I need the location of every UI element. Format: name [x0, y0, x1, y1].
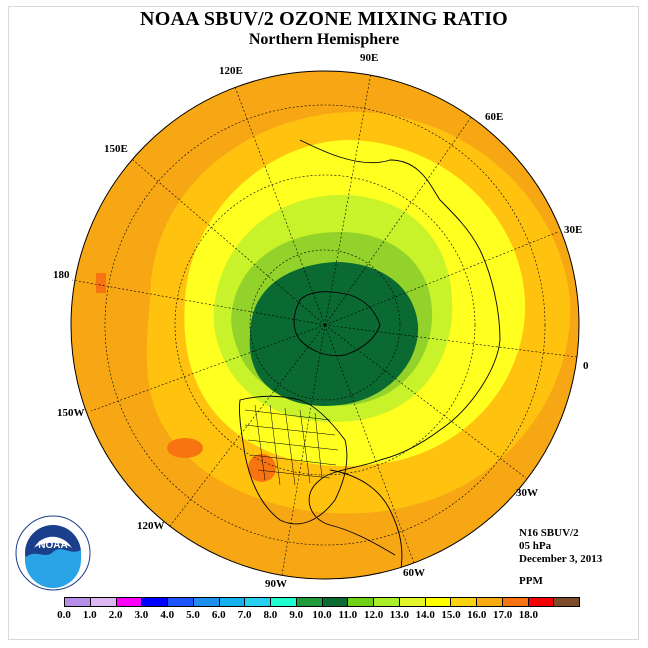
map-boundary [70, 70, 580, 580]
ozone-field [71, 71, 579, 579]
coastlines [239, 139, 501, 576]
colorbar-tick-label: 11.0 [338, 609, 358, 621]
lon-label-90w: 90W [265, 578, 287, 590]
colorbar-tick-label: 1.0 [82, 609, 97, 621]
colorbar-swatch [528, 598, 555, 606]
colorbar-tick-label: 2.0 [108, 609, 123, 621]
colorbar-tick-label: 12.0 [363, 609, 384, 621]
colorbar-swatch [502, 598, 529, 606]
colorbar-swatch [90, 598, 117, 606]
hotspot-pacific [167, 438, 203, 458]
lon-label-150w: 150W [57, 407, 85, 419]
instrument-label: N16 SBUV/2 [519, 527, 579, 539]
lon-label-30w: 30W [516, 487, 538, 499]
lon-label-90e: 90E [360, 52, 378, 64]
colorbar-swatch [65, 598, 91, 606]
colorbar-swatch [348, 598, 374, 606]
colorbar-tick-label: 18.0 [518, 609, 539, 621]
colorbar-tick-label: 13.0 [389, 609, 410, 621]
colorbar-tick-label: 17.0 [492, 609, 513, 621]
lon-label-60w: 60W [403, 567, 425, 579]
us-grid [244, 404, 339, 486]
hotspot-dateline [96, 273, 106, 293]
pressure-label: 05 hPa [519, 540, 552, 552]
map-subtitle: Northern Hemisphere [248, 31, 400, 48]
colorbar-swatch [296, 598, 323, 606]
colorbar-swatch [271, 598, 297, 606]
lon-label-0: 0 [583, 360, 589, 372]
colorbar-swatch [554, 598, 579, 606]
colorbar-tick-label: 7.0 [237, 609, 252, 621]
colorbar-swatch [322, 598, 349, 606]
north-america-coast [239, 395, 348, 525]
colorbar-tick-label: 10.0 [312, 609, 332, 621]
map-title: NOAA SBUV/2 OZONE MIXING RATIO [140, 8, 508, 30]
colorbar-tick-label: 3.0 [134, 609, 149, 621]
hotspot-mexico [248, 454, 276, 482]
colorbar-swatch [168, 598, 194, 606]
central-america-coast [329, 469, 403, 576]
colorbar-tick-label: 5.0 [186, 609, 200, 621]
lon-label-180: 180 [53, 269, 70, 281]
colorbar-swatch [451, 598, 477, 606]
graticule [71, 72, 578, 576]
figure-frame [8, 6, 639, 640]
band-10 [249, 262, 419, 406]
colorbar-swatch [477, 598, 503, 606]
arctic-coast [293, 291, 381, 357]
svg-text:NOAA: NOAA [38, 540, 67, 551]
colorbar-tick-label: 15.0 [441, 609, 461, 621]
lon-label-120e: 120E [219, 65, 243, 77]
units-label: PPM [519, 575, 543, 587]
colorbar-tick-label: 4.0 [160, 609, 175, 621]
colorbar-swatch [142, 598, 168, 606]
colorbar-tick-label: 8.0 [263, 609, 278, 621]
colorbar-tick-label: 9.0 [289, 609, 304, 621]
lon-label-120w: 120W [137, 520, 165, 532]
date-label: December 3, 2013 [519, 553, 603, 565]
noaa-logo: NOAA [15, 515, 91, 591]
colorbar-swatch [219, 598, 246, 606]
lon-label-150e: 150E [104, 143, 128, 155]
colorbar-swatch [193, 598, 220, 606]
colorbar-tick-label: 6.0 [211, 609, 226, 621]
colorbar-tick-label: 14.0 [415, 609, 435, 621]
lon-label-30e: 30E [564, 224, 582, 236]
colorbar-swatch [245, 598, 271, 606]
eurasia-coast [299, 139, 501, 556]
colorbar-swatch [116, 598, 143, 606]
colorbar-swatch [425, 598, 452, 606]
colorbar-swatch [399, 598, 426, 606]
colorbar [64, 597, 580, 607]
lon-label-60e: 60E [485, 111, 503, 123]
colorbar-swatch [374, 598, 400, 606]
colorbar-tick-label: 16.0 [467, 609, 487, 621]
colorbar-tick-label: 0.0 [57, 609, 71, 621]
